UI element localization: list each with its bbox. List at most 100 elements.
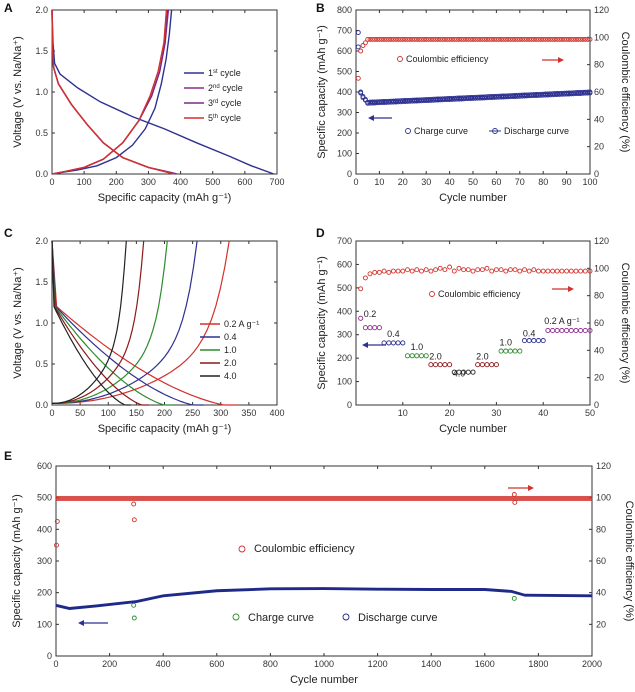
discharge-point (491, 93, 497, 99)
y-tick-label: 0.0 (35, 400, 48, 410)
discharge-point (395, 98, 401, 104)
discharge-point (550, 91, 556, 97)
ce-point (533, 36, 539, 42)
discharge-point (533, 92, 539, 97)
ce-point (475, 267, 481, 273)
ce-point (559, 36, 565, 42)
discharge-point (477, 94, 483, 100)
capacity-point (545, 327, 551, 334)
capacity-point (521, 338, 528, 344)
ce-point (419, 36, 424, 42)
discharge-point (573, 90, 579, 96)
charge-outlier (131, 615, 137, 621)
discharge-point (587, 89, 593, 95)
x-tick-label: 30 (421, 177, 431, 187)
ce-point (587, 36, 593, 42)
discharge-point (461, 95, 467, 101)
arrow-right-head (528, 485, 534, 491)
discharge-point (507, 93, 513, 99)
ce-point (409, 36, 415, 42)
x-tick-label: 100 (77, 177, 92, 187)
series-line (51, 9, 173, 175)
x-tick-label: 20 (445, 408, 455, 418)
x-tick-label: 50 (75, 408, 85, 418)
discharge-point (398, 98, 403, 104)
ce-point (400, 268, 406, 274)
capacity-band (55, 587, 593, 611)
ce-band (56, 495, 592, 501)
ce-point (447, 36, 453, 42)
capacity-point (535, 338, 542, 344)
discharge-point (430, 96, 436, 102)
ce-point (398, 36, 403, 42)
capacity-point (587, 327, 593, 334)
discharge-point (566, 90, 572, 96)
capacity-point (489, 362, 495, 368)
ce-point (498, 36, 504, 42)
legend-marker (492, 128, 498, 134)
x-tick-label: 20 (398, 177, 408, 187)
ce-point (388, 36, 394, 42)
discharge-point (447, 96, 453, 101)
discharge-point (423, 97, 429, 103)
panel-label-d: D (316, 226, 325, 240)
capacity-point (465, 369, 471, 375)
ce-point (447, 264, 453, 270)
x-tick-label: 400 (156, 659, 171, 669)
discharge-point (428, 96, 434, 102)
ce-outlier (131, 517, 137, 523)
discharge-line (51, 240, 131, 406)
legend-marker (238, 545, 246, 553)
discharge-point (362, 96, 368, 102)
y2-tick-label: 0 (594, 400, 599, 410)
discharge-point (543, 91, 548, 97)
ce-point (568, 36, 574, 42)
x-axis-label: Cycle number (439, 192, 507, 204)
discharge-point (493, 93, 499, 99)
capacity-point (400, 340, 406, 346)
y2-tick-label: 100 (594, 32, 609, 42)
x-tick-label: 40 (445, 177, 455, 187)
ce-point (456, 265, 462, 271)
annotation-charge: Charge curve (248, 612, 314, 624)
x-tick-label: 70 (515, 177, 525, 187)
x-axis-label: Cycle number (439, 423, 507, 435)
discharge-point (388, 98, 394, 104)
ce-point (529, 36, 534, 42)
ce-point (369, 36, 375, 42)
ce-point (545, 36, 551, 42)
ce-point (484, 36, 490, 42)
ce-point (360, 43, 366, 48)
discharge-point (479, 94, 485, 100)
y2-axis-label: Coulombic efficiency (%) (619, 263, 631, 384)
panel-e: 0 200 400 600 800 1000 1200 1400 1600 1800 2000 0 10… (11, 461, 635, 686)
discharge-point (472, 94, 478, 100)
panel-c: 0 50 100 150 200 250 300 350 400 0.0 0.5 1.0 1.5 2.0 S… (12, 236, 285, 435)
ce-point (573, 268, 579, 274)
panel-a: 0 100 200 300 400 500 600 700 0.0 0.5 1.0 1.5 2.0 Spe… (12, 5, 285, 204)
y2-tick-label: 40 (594, 114, 604, 124)
x-tick-label: 400 (269, 408, 284, 418)
x-tick-label: 500 (205, 177, 220, 187)
capacity-point (461, 369, 467, 375)
y-tick-label: 700 (337, 26, 352, 36)
capacity-point (358, 315, 364, 321)
ce-point (479, 36, 485, 42)
series-line (51, 9, 175, 175)
y-tick-label: 400 (337, 306, 352, 316)
ce-point (526, 36, 532, 42)
y-tick-label: 700 (337, 236, 352, 246)
ce-point (479, 267, 485, 273)
discharge-point (402, 98, 408, 103)
ce-point (486, 36, 492, 42)
ce-point (426, 36, 431, 42)
y-tick-label: 500 (337, 67, 352, 77)
ce-point (390, 36, 396, 42)
capacity-point (451, 369, 457, 375)
ce-point (531, 267, 537, 273)
discharge-point (575, 90, 581, 95)
capacity-point (568, 327, 574, 334)
x-tick-label: 60 (491, 177, 501, 187)
ce-point (512, 36, 518, 42)
ce-point (400, 36, 406, 42)
